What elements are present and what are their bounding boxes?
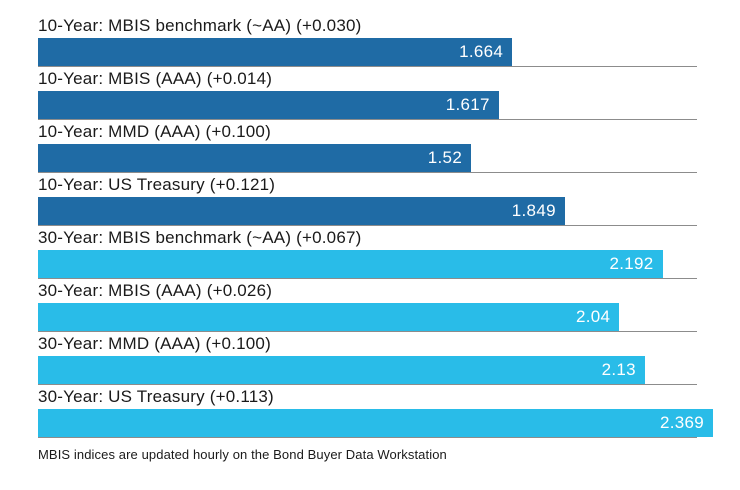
bar-label: 30-Year: MBIS (AAA) (+0.026) <box>38 281 273 300</box>
bar-chart-area: 10-Year: MBIS benchmark (~AA) (+0.030) 1… <box>38 16 713 438</box>
bar-row: 30-Year: MBIS (AAA) (+0.026) 2.04 <box>38 281 713 332</box>
row-divider <box>38 278 697 279</box>
row-divider <box>38 66 697 67</box>
bar-label: 30-Year: US Treasury (+0.113) <box>38 387 274 406</box>
bar-value-label: 1.849 <box>511 201 556 220</box>
row-divider <box>38 331 697 332</box>
bar-row: 10-Year: US Treasury (+0.121) 1.849 <box>38 175 713 226</box>
bar-10yr-mmd-aaa: 1.52 <box>38 144 472 172</box>
bar-30yr-us-treasury: 2.369 <box>38 409 713 437</box>
bar-label: 10-Year: MMD (AAA) (+0.100) <box>38 122 271 141</box>
bar-30yr-mbis-benchmark: 2.192 <box>38 250 663 278</box>
bar-row: 30-Year: MBIS benchmark (~AA) (+0.067) 2… <box>38 228 713 279</box>
bar-row: 10-Year: MBIS (AAA) (+0.014) 1.617 <box>38 69 713 120</box>
bar-row: 10-Year: MMD (AAA) (+0.100) 1.52 <box>38 122 713 173</box>
bar-value-label: 1.52 <box>427 148 463 167</box>
bar-label: 30-Year: MBIS benchmark (~AA) (+0.067) <box>38 228 362 247</box>
bar-value-label: 1.617 <box>445 95 490 114</box>
row-divider <box>38 384 697 385</box>
bar-label: 10-Year: MBIS benchmark (~AA) (+0.030) <box>38 16 362 35</box>
footer-note: MBIS indices are updated hourly on the B… <box>38 447 447 462</box>
bar-value-label: 2.192 <box>609 254 654 273</box>
bar-10yr-us-treasury: 1.849 <box>38 197 565 225</box>
row-divider <box>38 225 697 226</box>
bar-row: 30-Year: MMD (AAA) (+0.100) 2.13 <box>38 334 713 385</box>
row-divider <box>38 172 697 173</box>
row-divider <box>38 437 697 438</box>
bar-30yr-mmd-aaa: 2.13 <box>38 356 645 384</box>
bar-label: 10-Year: MBIS (AAA) (+0.014) <box>38 69 273 88</box>
bar-30yr-mbis-aaa: 2.04 <box>38 303 620 331</box>
bar-10yr-mbis-benchmark: 1.664 <box>38 38 513 66</box>
bar-label: 30-Year: MMD (AAA) (+0.100) <box>38 334 271 353</box>
bar-value-label: 1.664 <box>459 42 504 61</box>
bar-value-label: 2.13 <box>601 360 636 379</box>
row-divider <box>38 119 697 120</box>
bar-value-label: 2.04 <box>575 307 611 326</box>
bar-row: 30-Year: US Treasury (+0.113) 2.369 <box>38 387 713 438</box>
bar-value-label: 2.369 <box>659 413 704 432</box>
bar-10yr-mbis-aaa: 1.617 <box>38 91 499 119</box>
bar-label: 10-Year: US Treasury (+0.121) <box>38 175 276 194</box>
bar-row: 10-Year: MBIS benchmark (~AA) (+0.030) 1… <box>38 16 713 67</box>
